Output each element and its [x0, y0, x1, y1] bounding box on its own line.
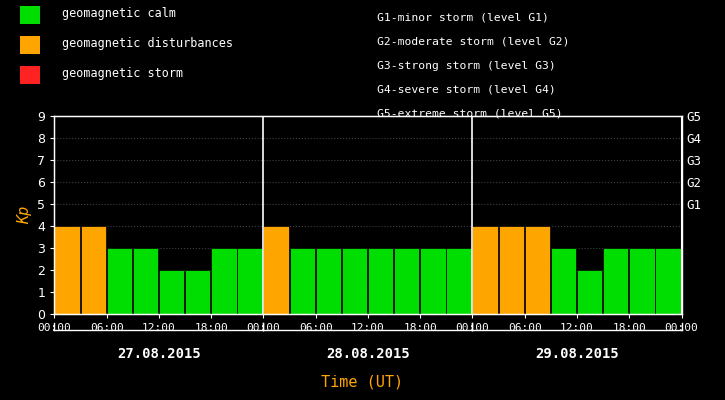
Bar	[629, 248, 655, 314]
Text: G1-minor storm (level G1): G1-minor storm (level G1)	[377, 13, 549, 23]
Bar	[159, 270, 184, 314]
Text: geomagnetic disturbances: geomagnetic disturbances	[62, 38, 233, 50]
Text: G3-strong storm (level G3): G3-strong storm (level G3)	[377, 61, 556, 71]
Bar	[603, 248, 629, 314]
Bar	[394, 248, 420, 314]
Bar	[447, 248, 472, 314]
Text: 29.08.2015: 29.08.2015	[535, 347, 619, 361]
Bar	[420, 248, 446, 314]
Text: Time (UT): Time (UT)	[321, 374, 404, 390]
Text: G5-extreme storm (level G5): G5-extreme storm (level G5)	[377, 109, 563, 119]
Bar	[577, 270, 602, 314]
Bar	[263, 226, 289, 314]
Bar	[315, 248, 341, 314]
Y-axis label: Kp: Kp	[17, 206, 32, 224]
Bar	[237, 248, 262, 314]
Bar	[341, 248, 367, 314]
Bar	[80, 226, 106, 314]
Text: 27.08.2015: 27.08.2015	[117, 347, 201, 361]
Bar	[473, 226, 498, 314]
Text: G4-severe storm (level G4): G4-severe storm (level G4)	[377, 85, 556, 95]
Bar	[133, 248, 158, 314]
Text: geomagnetic calm: geomagnetic calm	[62, 8, 175, 20]
Text: G2-moderate storm (level G2): G2-moderate storm (level G2)	[377, 37, 570, 47]
Bar	[368, 248, 393, 314]
Text: geomagnetic storm: geomagnetic storm	[62, 68, 183, 80]
Bar	[499, 226, 524, 314]
Bar	[185, 270, 210, 314]
Bar	[551, 248, 576, 314]
Bar	[211, 248, 236, 314]
Bar	[655, 248, 681, 314]
Bar	[525, 226, 550, 314]
Bar	[54, 226, 80, 314]
Bar	[289, 248, 315, 314]
Bar	[107, 248, 132, 314]
Text: 28.08.2015: 28.08.2015	[326, 347, 410, 361]
